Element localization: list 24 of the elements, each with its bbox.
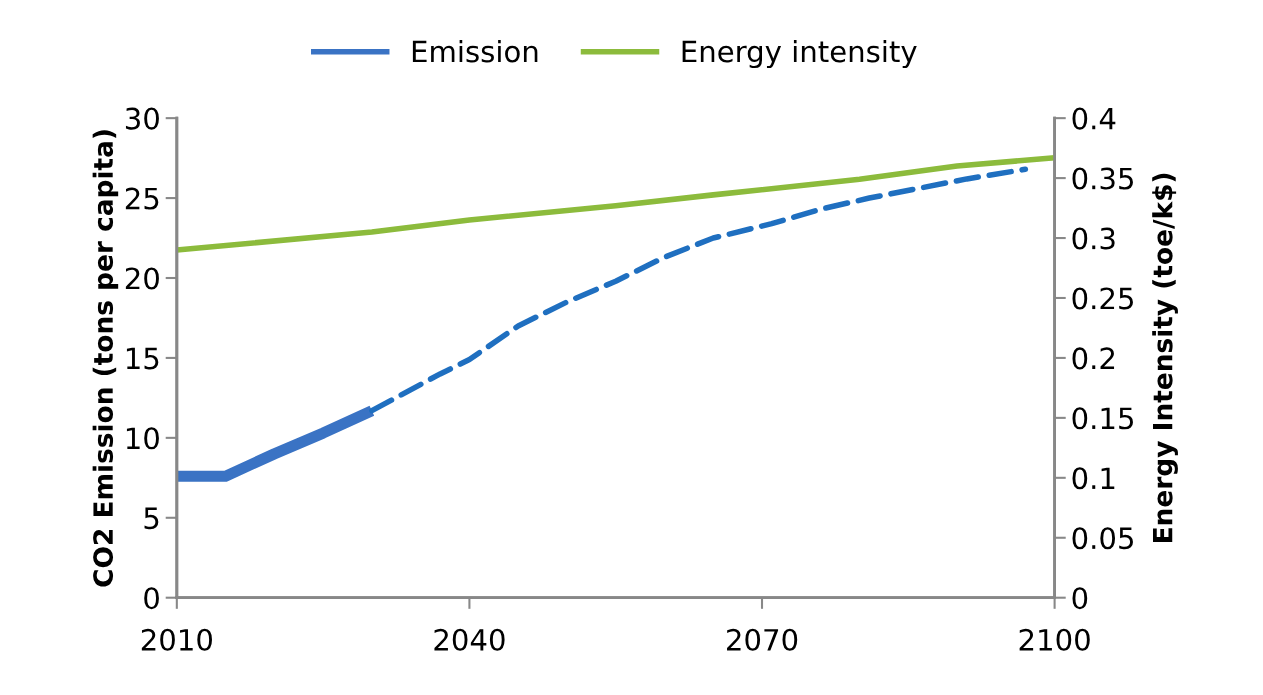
- y-tick-label: 25: [125, 187, 159, 210]
- y-tick-label: 5: [144, 507, 159, 530]
- y2-tick-label: 0: [1072, 587, 1088, 610]
- y2-tick-label: 0.3: [1072, 227, 1115, 250]
- x-tick-label: 2070: [727, 628, 798, 651]
- y-tick-label: 15: [126, 347, 159, 370]
- y2-tick-label: 0.1: [1072, 467, 1115, 490]
- y2-tick-label: 0.15: [1072, 407, 1133, 430]
- y2-tick-label: 0.2: [1072, 347, 1115, 370]
- y-axis-title: CO2 Emission (tons per capita): [92, 130, 119, 587]
- y-tick-label: 20: [125, 267, 159, 290]
- y-tick-label: 30: [125, 107, 159, 130]
- x-tick-label: 2100: [1019, 628, 1090, 651]
- y2-tick-label: 0.35: [1072, 167, 1133, 190]
- y2-tick-label: 0.4: [1072, 107, 1116, 130]
- y2-axis-title: Energy Intensity (toe/k$): [1152, 173, 1178, 542]
- y-tick-label: 10: [126, 427, 159, 450]
- legend-label: Energy intensity: [682, 39, 917, 69]
- y-tick-label: 0: [144, 587, 159, 610]
- y2-tick-label: 0.05: [1072, 527, 1133, 550]
- x-tick-label: 2010: [141, 628, 212, 651]
- x-tick-label: 2040: [434, 628, 505, 651]
- y2-tick-label: 0.25: [1072, 287, 1133, 310]
- legend-label: Emission: [412, 39, 538, 63]
